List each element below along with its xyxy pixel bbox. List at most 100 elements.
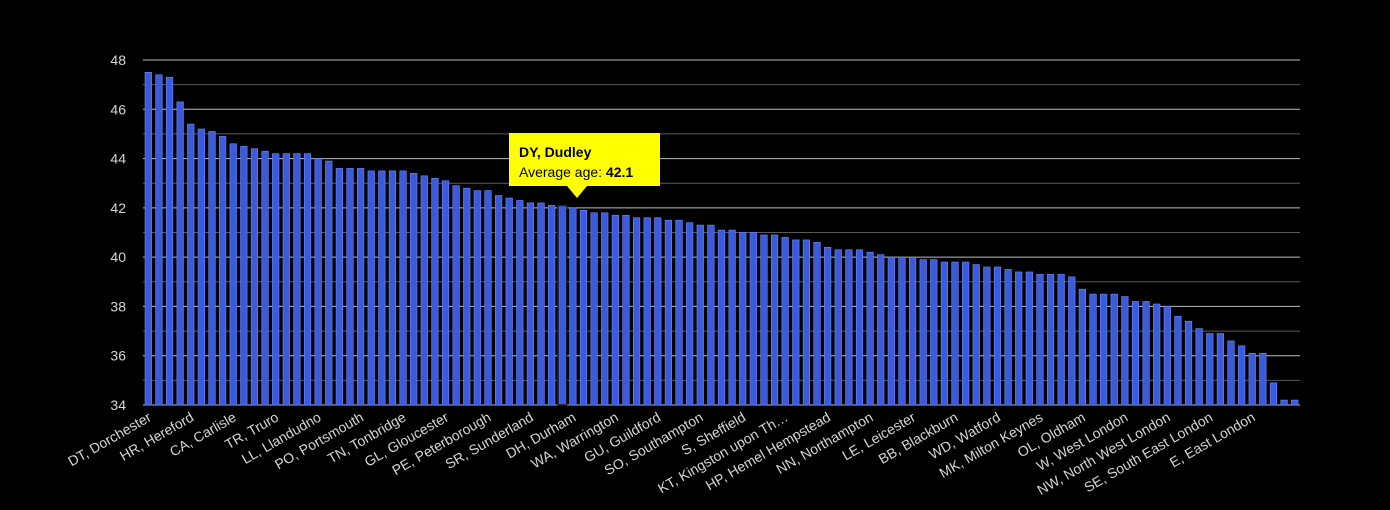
bar[interactable] [1248,352,1256,406]
bar[interactable] [1206,333,1214,406]
bar[interactable] [622,214,630,406]
bar[interactable] [813,242,821,406]
bar[interactable] [197,128,205,406]
bar[interactable] [1057,274,1065,406]
bar[interactable] [1131,301,1140,406]
bar[interactable] [282,153,290,406]
bar[interactable] [611,214,619,406]
bar[interactable] [993,266,1002,406]
bar[interactable] [1089,293,1097,406]
bar[interactable] [484,190,492,406]
bar[interactable] [548,205,556,406]
bar[interactable] [632,217,641,406]
bar[interactable] [463,187,471,406]
bar[interactable] [431,177,439,406]
bar[interactable] [516,200,524,406]
bar[interactable] [579,210,588,406]
bar[interactable] [314,158,322,406]
bar[interactable] [792,239,800,406]
bar[interactable] [686,222,694,406]
bar[interactable] [176,101,184,406]
bar[interactable] [346,168,354,406]
bar[interactable] [855,249,864,406]
bar[interactable] [569,207,577,406]
bar[interactable] [1227,340,1235,406]
bar[interactable] [1153,303,1161,406]
bar[interactable] [728,229,736,406]
bar[interactable] [1046,274,1055,406]
bar[interactable] [526,202,535,406]
bar[interactable] [1259,352,1267,406]
bar[interactable] [601,212,609,406]
bar[interactable] [972,264,980,406]
bar[interactable] [240,145,248,406]
bar[interactable] [802,239,811,406]
bar[interactable] [473,190,481,406]
bar[interactable] [770,234,779,406]
bar[interactable] [1280,399,1288,406]
bar[interactable] [749,232,757,406]
bar[interactable] [505,197,513,406]
bar[interactable] [357,168,365,406]
bar[interactable] [229,143,237,406]
bar[interactable] [1068,276,1076,406]
bar[interactable] [144,72,152,406]
bar[interactable] [643,217,651,406]
bar[interactable] [1015,271,1023,406]
bar[interactable] [898,256,906,406]
bar[interactable] [983,266,991,406]
bar[interactable] [781,237,789,406]
bar[interactable] [1100,293,1108,406]
bar[interactable] [1195,328,1203,406]
bar[interactable] [717,229,726,406]
bar[interactable] [590,212,598,406]
bar[interactable] [824,246,832,406]
bar[interactable] [165,76,174,406]
bar[interactable] [877,254,885,406]
bar[interactable] [325,160,333,406]
bar[interactable] [1163,306,1171,406]
bar[interactable] [558,205,566,406]
bar[interactable] [654,217,662,406]
bar[interactable] [951,261,959,406]
bar[interactable] [962,261,970,406]
bar[interactable] [495,195,503,406]
bar[interactable] [420,175,428,406]
bar[interactable] [378,170,386,406]
bar[interactable] [441,180,450,406]
bar[interactable] [187,123,195,406]
bar[interactable] [887,256,895,406]
bar[interactable] [675,219,683,406]
bar[interactable] [1036,274,1044,406]
bar[interactable] [1269,382,1278,406]
bar[interactable] [452,185,460,406]
bar[interactable] [250,148,259,406]
bar[interactable] [293,153,301,406]
bar[interactable] [1174,315,1182,406]
bar[interactable] [696,224,704,406]
bar[interactable] [834,249,842,406]
bar[interactable] [1004,269,1012,406]
bar[interactable] [208,131,216,406]
bar[interactable] [739,232,747,406]
bar[interactable] [707,224,715,406]
bar[interactable] [940,261,948,406]
bar[interactable] [155,74,163,406]
bar[interactable] [760,234,768,406]
bar[interactable] [845,249,853,406]
bar[interactable] [1078,288,1086,406]
bar[interactable] [866,251,874,406]
bar[interactable] [1110,293,1118,406]
bar[interactable] [367,170,375,406]
bar[interactable] [410,173,418,406]
bar[interactable] [219,136,227,406]
bar[interactable] [1142,301,1150,406]
bar[interactable] [272,153,280,406]
bar[interactable] [930,259,938,406]
bar[interactable] [303,153,312,406]
bar[interactable] [1025,271,1033,406]
bar[interactable] [919,259,927,406]
bar[interactable] [388,170,397,406]
bar[interactable] [1121,296,1129,406]
bar[interactable] [664,219,673,406]
